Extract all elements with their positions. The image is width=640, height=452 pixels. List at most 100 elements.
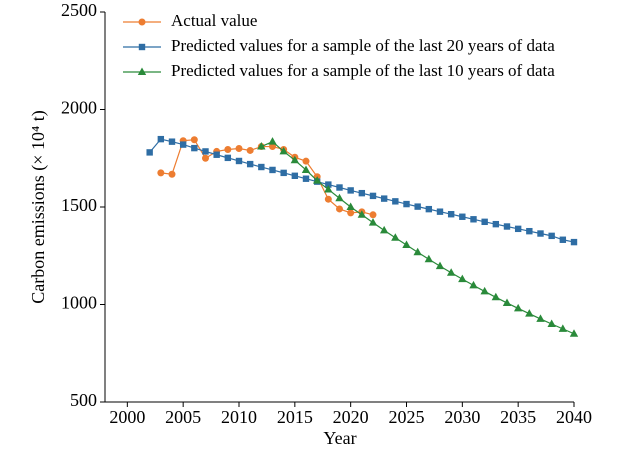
marker (235, 157, 243, 165)
marker (269, 166, 276, 174)
marker (213, 151, 220, 158)
marker (312, 176, 322, 184)
y-tick-label: 500 (70, 390, 97, 410)
marker (559, 236, 567, 243)
x-tick-label: 2025 (389, 407, 425, 427)
marker (335, 193, 344, 202)
y-tick-label: 1500 (61, 195, 97, 215)
marker (491, 292, 501, 301)
marker (446, 268, 456, 276)
marker (458, 274, 467, 283)
marker (436, 208, 444, 215)
marker (202, 148, 209, 155)
marker (235, 145, 243, 152)
marker (392, 198, 399, 205)
marker (325, 181, 332, 188)
x-tick-label: 2000 (109, 407, 145, 427)
marker (391, 233, 400, 241)
marker (379, 225, 389, 234)
marker (402, 240, 411, 249)
marker (202, 154, 209, 162)
marker (414, 203, 421, 210)
marker (570, 238, 578, 246)
x-tick-label: 2040 (556, 407, 592, 427)
marker (157, 169, 165, 177)
x-tick-label: 2030 (444, 407, 480, 427)
marker (138, 18, 146, 26)
marker (168, 138, 176, 145)
marker (368, 218, 378, 226)
marker (301, 165, 311, 173)
legend-label: Predicted values for a sample of the las… (171, 61, 555, 80)
marker (558, 324, 568, 332)
marker (358, 189, 366, 197)
marker (480, 286, 489, 295)
marker (137, 67, 147, 75)
marker (324, 184, 333, 193)
x-tick-label: 2020 (333, 407, 369, 427)
marker (403, 200, 410, 208)
marker (447, 211, 455, 218)
marker (525, 309, 534, 317)
marker (191, 144, 198, 152)
marker (224, 145, 232, 153)
x-axis-label: Year (323, 428, 356, 448)
marker (138, 43, 146, 51)
x-tick-label: 2005 (165, 407, 201, 427)
marker (481, 218, 488, 226)
marker (224, 154, 232, 162)
marker (280, 169, 287, 177)
marker (380, 195, 388, 202)
y-tick-label: 2000 (61, 98, 97, 118)
marker (268, 137, 277, 145)
marker (257, 142, 266, 150)
marker (526, 227, 533, 235)
marker (336, 184, 343, 191)
y-axis-label: Carbon emissions (× 10⁴ t) (28, 110, 49, 303)
marker (536, 314, 545, 322)
marker (346, 202, 355, 210)
legend-label: Predicted values for a sample of the las… (171, 36, 555, 55)
marker (369, 192, 377, 200)
marker (425, 205, 433, 213)
marker (157, 135, 165, 143)
marker (470, 216, 477, 223)
marker (435, 261, 445, 270)
marker (246, 146, 254, 154)
marker (548, 232, 555, 240)
marker (459, 213, 466, 220)
y-tick-label: 2500 (61, 0, 97, 20)
marker (424, 254, 434, 263)
marker (246, 160, 254, 168)
marker (547, 319, 556, 327)
marker (413, 247, 422, 256)
marker (492, 220, 500, 228)
marker (569, 329, 579, 337)
marker (290, 155, 300, 164)
marker (369, 211, 377, 219)
marker (258, 163, 265, 171)
marker (291, 172, 299, 179)
marker (503, 223, 511, 230)
marker (336, 205, 343, 213)
marker (513, 303, 523, 312)
x-tick-label: 2015 (277, 407, 313, 427)
y-tick-label: 1000 (61, 293, 97, 313)
x-tick-label: 2010 (221, 407, 257, 427)
marker (469, 280, 478, 289)
marker (179, 141, 187, 148)
legend-label: Actual value (171, 11, 257, 30)
marker (302, 175, 310, 182)
marker (146, 149, 153, 156)
marker (269, 143, 276, 151)
marker (347, 209, 355, 217)
marker (347, 187, 354, 194)
marker (537, 230, 544, 237)
marker (302, 157, 310, 165)
marker (514, 225, 522, 233)
x-tick-label: 2035 (500, 407, 536, 427)
marker (357, 210, 367, 218)
marker (168, 170, 176, 178)
marker (324, 195, 332, 203)
